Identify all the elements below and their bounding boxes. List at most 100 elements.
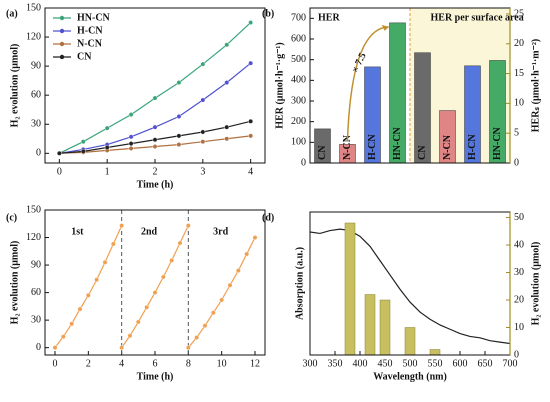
data-point bbox=[200, 129, 206, 135]
data-point bbox=[200, 139, 206, 145]
legend-marker bbox=[59, 15, 65, 21]
x-tick-label: 600 bbox=[453, 358, 468, 369]
data-point bbox=[152, 290, 158, 295]
y-tick-label: 200 bbox=[291, 116, 306, 127]
series-name: HER per surface area bbox=[431, 12, 524, 23]
data-point bbox=[69, 321, 75, 327]
legend-marker bbox=[59, 28, 65, 34]
run-label: 3rd bbox=[213, 226, 228, 237]
data-point bbox=[210, 310, 216, 316]
bar bbox=[379, 299, 391, 356]
data-point bbox=[202, 323, 208, 329]
x-tick-label: 550 bbox=[428, 358, 443, 369]
y-axis-label: H₂ evolution (μmol) bbox=[9, 44, 20, 128]
x-tick-label: 8 bbox=[186, 358, 191, 369]
data-point bbox=[224, 124, 230, 130]
x-tick-label: 0 bbox=[57, 166, 62, 177]
x-tick-label: 6 bbox=[153, 358, 158, 369]
bar-label: H-CN bbox=[367, 134, 378, 160]
data-point bbox=[219, 297, 225, 303]
data-point bbox=[128, 141, 134, 147]
y-tick-label: 0 bbox=[36, 148, 41, 159]
legend-label: HN-CN bbox=[77, 12, 111, 23]
data-point bbox=[176, 114, 182, 119]
data-point bbox=[176, 133, 182, 139]
bar-label: N-CN bbox=[442, 134, 453, 160]
legend-marker bbox=[59, 54, 65, 60]
data-point bbox=[194, 335, 200, 340]
plot-frame bbox=[44, 7, 266, 164]
x-tick-label: 4 bbox=[248, 166, 253, 177]
data-point bbox=[227, 282, 233, 288]
x-tick-label: 0 bbox=[53, 358, 58, 369]
data-point bbox=[248, 118, 254, 124]
data-point bbox=[248, 60, 254, 66]
legend-label: H-CN bbox=[77, 25, 103, 36]
data-point bbox=[80, 139, 86, 145]
data-point bbox=[77, 306, 83, 312]
x-axis-label: Wavelength (nm) bbox=[373, 371, 447, 382]
data-point bbox=[185, 345, 191, 351]
y-axis-label: H₂ evolution (μmol) bbox=[9, 241, 20, 325]
y-tick-label: 120 bbox=[26, 232, 41, 243]
x-tick-label: 12 bbox=[250, 358, 260, 369]
y2-tick-label: 50 bbox=[514, 212, 524, 223]
data-point bbox=[185, 223, 191, 229]
trend-arrow bbox=[346, 26, 389, 141]
y-tick-label: 150 bbox=[26, 2, 41, 13]
data-point bbox=[94, 277, 100, 283]
data-point bbox=[224, 42, 230, 48]
bar-label: N-CN bbox=[342, 134, 353, 160]
bar-label: CN bbox=[317, 145, 328, 160]
data-point bbox=[169, 258, 175, 263]
y-tick-label: 0 bbox=[301, 157, 306, 168]
data-point bbox=[128, 134, 134, 140]
y2-axis-label: HERₛ (μmol·h⁻¹·m⁻²) bbox=[530, 39, 541, 132]
data-point bbox=[110, 241, 116, 247]
data-point bbox=[176, 80, 182, 85]
x-tick-label: 10 bbox=[217, 358, 227, 369]
bar-label: HN-CN bbox=[392, 126, 403, 160]
x-tick-label: 700 bbox=[503, 358, 518, 369]
run-label: 2nd bbox=[141, 226, 158, 237]
y-tick-label: 150 bbox=[26, 204, 41, 215]
data-point bbox=[224, 136, 230, 142]
y-tick-label: 30 bbox=[31, 119, 41, 130]
x-tick-label: 500 bbox=[403, 358, 418, 369]
data-point bbox=[248, 133, 254, 139]
data-point bbox=[119, 345, 125, 351]
y-axis-label: Absorption (a.u.) bbox=[294, 247, 305, 320]
y2-tick-label: 0 bbox=[514, 157, 519, 168]
data-point bbox=[52, 345, 58, 351]
data-point bbox=[235, 268, 241, 273]
data-point bbox=[152, 144, 158, 149]
x-tick-label: 2 bbox=[86, 358, 91, 369]
data-point bbox=[104, 125, 110, 131]
series-line bbox=[309, 228, 511, 345]
y2-tick-label: 10 bbox=[514, 98, 524, 109]
bar-label: CN bbox=[417, 145, 428, 160]
y-tick-label: 120 bbox=[26, 31, 41, 42]
y-tick-label: 30 bbox=[31, 314, 41, 325]
data-point bbox=[152, 137, 158, 143]
data-point bbox=[127, 333, 133, 339]
data-point bbox=[85, 292, 91, 298]
y2-tick-label: 5 bbox=[514, 127, 519, 138]
x-tick-label: 1 bbox=[105, 166, 110, 177]
data-point bbox=[176, 142, 182, 147]
y-tick-label: 600 bbox=[291, 33, 306, 44]
data-point bbox=[128, 112, 134, 117]
bar bbox=[429, 349, 441, 356]
panel-label: (d) bbox=[262, 212, 274, 223]
y-tick-label: 700 bbox=[291, 13, 306, 24]
y2-axis-label: H₂ evolution (μmol) bbox=[530, 242, 541, 326]
y2-tick-label: 40 bbox=[514, 239, 524, 250]
y-tick-label: 60 bbox=[31, 89, 41, 100]
panel: (a) 0 1 2 3 4 0 30 60 90 120 150 Time (h) H₂ evolutio… bbox=[6, 2, 266, 190]
data-point bbox=[200, 61, 206, 67]
y-tick-label: 100 bbox=[291, 137, 306, 148]
arrow-head bbox=[381, 24, 389, 31]
bar bbox=[404, 327, 416, 356]
